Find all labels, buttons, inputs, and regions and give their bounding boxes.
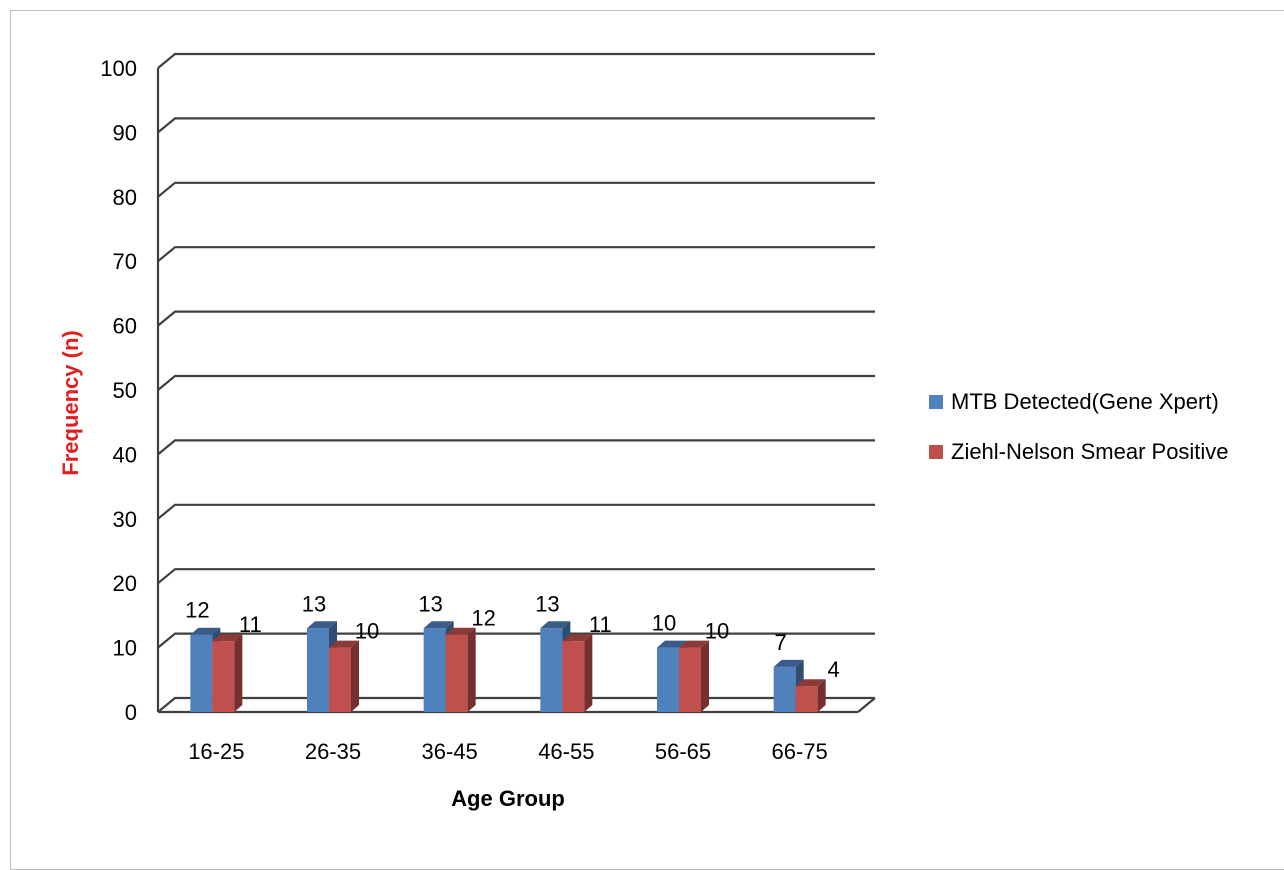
data-label: 11	[589, 612, 612, 637]
data-label: 12	[471, 606, 495, 631]
gridlines	[156, 52, 876, 714]
data-label: 11	[239, 612, 262, 637]
gridline	[157, 52, 875, 69]
legend-swatch	[929, 445, 943, 459]
data-label: 10	[705, 619, 729, 644]
bar-front	[562, 641, 585, 712]
data-labels: 12 11 13 10 13 12 13 11 10 10 7 4	[185, 591, 840, 682]
data-label: 13	[535, 591, 559, 616]
data-label: 10	[652, 611, 676, 636]
bar	[212, 634, 243, 712]
bars	[190, 621, 826, 712]
y-tick-label: 30	[113, 507, 137, 532]
x-tick-label: 46-55	[538, 739, 594, 764]
gridline	[157, 117, 875, 134]
y-tick-label: 10	[113, 636, 137, 661]
bar-top	[423, 621, 454, 629]
gridline	[157, 503, 875, 520]
bar	[795, 679, 826, 712]
gridline	[157, 696, 875, 713]
bar-top	[540, 621, 571, 629]
gridline	[157, 181, 875, 198]
bar-side	[701, 640, 709, 712]
y-tick-label: 50	[113, 378, 137, 403]
bar	[679, 640, 709, 712]
y-axis-ticks: 0 10 20 30 40 50 60 70 80 90 100	[100, 56, 137, 725]
data-label: 12	[185, 598, 209, 623]
data-label: 10	[355, 619, 379, 644]
bar-top	[329, 640, 359, 648]
bar	[562, 634, 593, 712]
y-axis-title: Frequency (n)	[58, 330, 83, 475]
x-axis-line	[857, 697, 876, 713]
x-axis-title: Age Group	[451, 786, 565, 811]
legend: MTB Detected(Gene Xpert) Ziehl-Nelson Sme…	[929, 389, 1229, 464]
x-tick-label: 56-65	[655, 739, 711, 764]
bar-front	[329, 647, 351, 712]
y-tick-label: 70	[113, 249, 137, 274]
x-tick-label: 16-25	[188, 739, 244, 764]
gridline	[157, 310, 875, 327]
gridline	[157, 439, 875, 456]
data-label: 4	[828, 657, 840, 682]
bar-side	[467, 627, 476, 712]
bar-top	[307, 621, 337, 629]
gridline	[157, 374, 875, 391]
data-label: 7	[775, 630, 787, 655]
y-tick-label: 20	[113, 571, 137, 596]
bar-top	[679, 640, 709, 648]
gridline	[157, 246, 875, 263]
x-tick-label: 36-45	[422, 739, 478, 764]
bar-front	[307, 628, 329, 712]
x-axis-ticks: 16-25 26-35 36-45 46-55 56-65 66-75	[188, 739, 828, 764]
data-label: 13	[302, 591, 326, 616]
y-tick-label: 40	[113, 442, 137, 467]
y-tick-label: 0	[125, 700, 137, 725]
bar-front	[212, 641, 235, 712]
bar-side	[351, 640, 359, 712]
bar-front	[657, 647, 679, 712]
bar-top	[657, 640, 687, 648]
bar-top	[562, 634, 593, 642]
y-tick-label: 90	[113, 120, 137, 145]
bar-top	[795, 679, 826, 687]
y-tick-label: 100	[100, 56, 137, 81]
x-tick-label: 66-75	[772, 739, 828, 764]
bar-front	[445, 634, 468, 712]
bar	[445, 627, 476, 712]
legend-swatch	[929, 395, 943, 409]
bar-side	[817, 679, 826, 712]
gridline	[157, 568, 875, 585]
bar-front	[679, 647, 701, 712]
bar	[329, 640, 359, 712]
bar-top	[773, 659, 804, 667]
bar-front	[540, 628, 563, 712]
data-label: 13	[418, 591, 442, 616]
bar-front	[190, 634, 213, 712]
bar-side	[234, 634, 243, 712]
x-tick-label: 26-35	[305, 739, 361, 764]
legend-label: MTB Detected(Gene Xpert)	[951, 389, 1219, 414]
bar-top	[445, 627, 476, 635]
bar-top	[190, 627, 221, 635]
bar-front	[795, 686, 818, 712]
bar-side	[584, 634, 593, 712]
y-tick-label: 60	[113, 314, 137, 339]
bar-top	[212, 634, 243, 642]
y-tick-label: 80	[113, 185, 137, 210]
bar-front	[773, 666, 796, 712]
bar-front	[423, 628, 446, 712]
legend-label: Ziehl-Nelson Smear Positive	[951, 439, 1229, 464]
gridline	[157, 632, 875, 649]
